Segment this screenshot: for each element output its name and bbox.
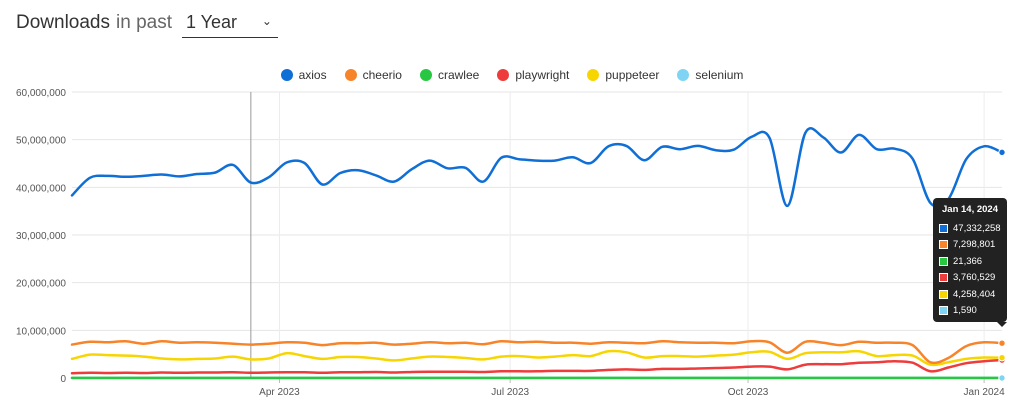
tooltip-arrow xyxy=(997,322,1007,327)
legend-dot xyxy=(587,69,600,81)
legend-item-axios[interactable]: axios xyxy=(280,68,327,82)
legend-item-playwright[interactable]: playwright xyxy=(497,68,569,82)
tooltip-row-playwright: 3,760,529 xyxy=(939,270,1001,287)
y-tick-label: 60,000,000 xyxy=(16,88,66,99)
point-axios-last xyxy=(998,148,1006,157)
period-selected-value: 1 Year xyxy=(185,12,238,32)
tooltip-row-selenium: 1,590 xyxy=(939,303,1001,320)
legend-label: selenium xyxy=(695,68,744,82)
y-tick-label: 30,000,000 xyxy=(16,231,66,242)
y-tick-label: 20,000,000 xyxy=(16,279,66,290)
tooltip-value: 7,298,801 xyxy=(953,239,996,251)
point-selenium-last xyxy=(998,374,1006,382)
y-tick-label: 10,000,000 xyxy=(16,326,66,337)
tooltip-row-cheerio: 7,298,801 xyxy=(939,237,1001,254)
tooltip-swatch xyxy=(939,273,948,283)
point-cheerio-last xyxy=(998,339,1006,347)
x-tick-label: Apr 2023 xyxy=(259,387,300,398)
downloads-title: Downloads xyxy=(16,12,110,33)
tooltip-value: 1,590 xyxy=(953,305,977,317)
tooltip-row-puppeteer: 4,258,404 xyxy=(939,286,1001,303)
legend-item-crawlee[interactable]: crawlee xyxy=(419,68,480,82)
legend-item-puppeteer[interactable]: puppeteer xyxy=(587,68,659,82)
period-select[interactable]: 1 Year ⌄ xyxy=(181,12,278,38)
tooltip-date: Jan 14, 2024 xyxy=(942,204,998,215)
tooltip-value: 47,332,258 xyxy=(953,222,1001,234)
point-puppeteer-last xyxy=(998,354,1006,362)
chart-tooltip: Jan 14, 2024 47,332,258 7,298,801 21,366… xyxy=(933,198,1007,327)
chart-legend: axios cheerio crawlee playwright puppete… xyxy=(0,68,1024,82)
legend-item-cheerio[interactable]: cheerio xyxy=(344,68,402,82)
downloads-subtitle: in past xyxy=(116,12,172,33)
tooltip-swatch xyxy=(939,306,948,316)
legend-dot xyxy=(419,69,432,81)
y-tick-label: 0 xyxy=(60,374,66,385)
series-line-axios xyxy=(70,127,1004,209)
tooltip-row-axios: 47,332,258 xyxy=(939,220,1001,237)
y-tick-label: 40,000,000 xyxy=(16,183,66,194)
tooltip-value: 4,258,404 xyxy=(953,288,996,300)
series-line-puppeteer xyxy=(70,349,1004,367)
x-tick-label: Jul 2023 xyxy=(491,387,529,398)
tooltip-swatch xyxy=(939,223,948,233)
tooltip-swatch xyxy=(939,289,948,299)
series-line-cheerio xyxy=(70,339,1004,365)
tooltip-row-crawlee: 21,366 xyxy=(939,253,1001,270)
legend-label: puppeteer xyxy=(605,68,660,82)
tooltip-value: 21,366 xyxy=(953,255,983,267)
x-tick-label: Jan 2024 xyxy=(964,387,1006,398)
tooltip-swatch xyxy=(939,256,948,266)
downloads-header: Downloads in past 1 Year ⌄ xyxy=(16,12,278,42)
legend-dot xyxy=(344,69,357,81)
legend-dot xyxy=(497,69,510,81)
legend-label: crawlee xyxy=(437,68,480,82)
legend-item-selenium[interactable]: selenium xyxy=(677,68,743,82)
legend-dot xyxy=(280,69,293,81)
chevron-down-icon: ⌄ xyxy=(261,14,272,28)
tooltip-value: 3,760,529 xyxy=(953,272,996,284)
tooltip-swatch xyxy=(939,240,948,250)
y-tick-label: 50,000,000 xyxy=(16,136,66,147)
legend-label: cheerio xyxy=(362,68,402,82)
legend-label: playwright xyxy=(515,68,570,82)
x-tick-label: Oct 2023 xyxy=(728,387,769,398)
legend-dot xyxy=(677,69,690,81)
series-line-playwright xyxy=(70,358,1004,375)
legend-label: axios xyxy=(298,68,327,82)
